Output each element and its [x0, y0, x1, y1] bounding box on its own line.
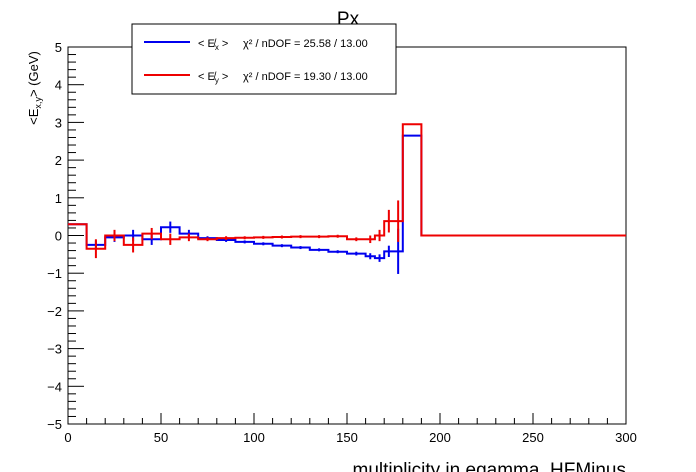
x-tick-label: 0 [64, 430, 71, 445]
x-tick-label: 100 [243, 430, 265, 445]
y-tick-label: −5 [47, 417, 62, 432]
x-tick-label: 50 [154, 430, 168, 445]
x-tick-label: 300 [615, 430, 637, 445]
legend-label-y: χ² / nDOF = 19.30 / 13.00 [243, 71, 368, 83]
y-tick-label: 2 [55, 153, 62, 168]
axes: 0 50 100 150 200 250 300 −5 −4 −3 −2 −1 0 1 2 3 4 5 [47, 40, 637, 445]
y-axis-title: <Ex,y> (GeV) [26, 51, 43, 125]
y-tick-label: −2 [47, 304, 62, 319]
x-tick-label: 150 [336, 430, 358, 445]
x-tick-label: 200 [429, 430, 451, 445]
y-tick-label: 1 [55, 191, 62, 206]
legend-box [131, 23, 397, 95]
series-1-step-line [68, 123, 626, 250]
y-tick-label: −3 [47, 342, 62, 357]
legend: < E̸x > χ² / nDOF = 25.58 / 13.00 < E̸y … [131, 23, 397, 95]
y-tick-label: 5 [55, 40, 62, 55]
legend-label-x: χ² / nDOF = 25.58 / 13.00 [243, 38, 368, 50]
y-tick-label: −4 [47, 379, 62, 394]
legend-symbol-y: < E̸y > [198, 71, 228, 85]
x-tick-label: 250 [522, 430, 544, 445]
y-tick-label: 3 [55, 115, 62, 130]
y-tick-label: −1 [47, 266, 62, 281]
y-tick-label: 4 [55, 78, 62, 93]
x-axis-title: multiplicity in egamma_HFMinus [353, 460, 626, 472]
data-series [68, 123, 626, 274]
legend-symbol-x: < E̸x > [198, 38, 228, 52]
y-tick-label: 0 [55, 229, 62, 244]
